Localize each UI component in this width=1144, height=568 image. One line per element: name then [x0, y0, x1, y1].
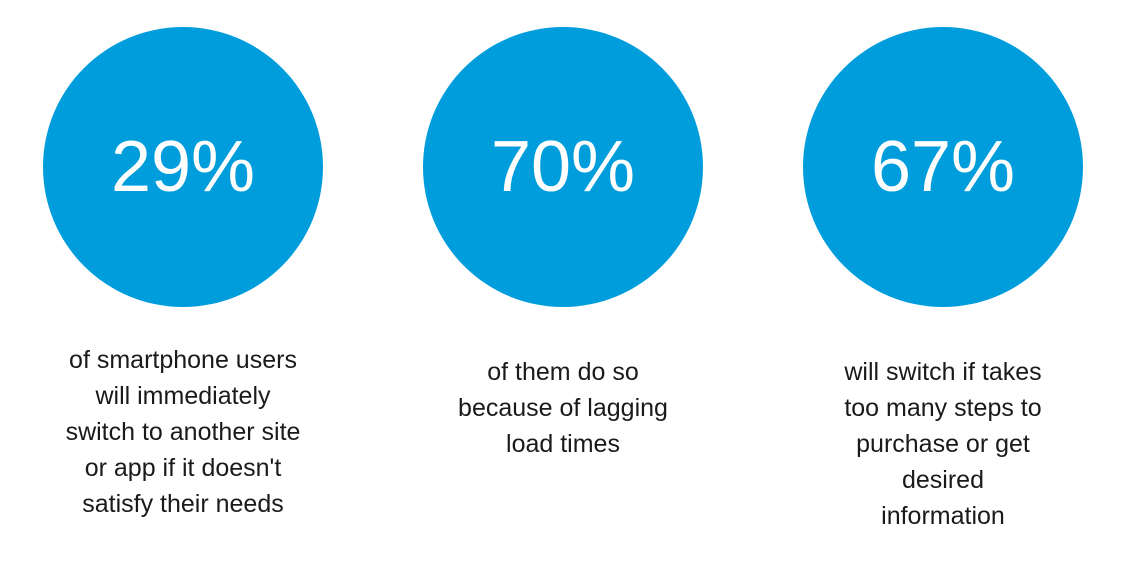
- stat-circle: [803, 27, 1083, 307]
- stat-description: switch to another site: [66, 418, 301, 446]
- stat-description: satisfy their needs: [82, 490, 284, 518]
- stat-value: 29%: [111, 127, 255, 207]
- stat-description: too many steps to: [844, 394, 1041, 422]
- stat-description: of smartphone users: [69, 346, 297, 374]
- stat-circle: [43, 27, 323, 307]
- stat-description: information: [881, 502, 1005, 530]
- stat-description: will switch if takes: [843, 358, 1041, 386]
- stat-description: load times: [506, 430, 620, 458]
- stat-description: because of lagging: [458, 394, 668, 422]
- stat-description: purchase or get: [856, 430, 1030, 458]
- stat-value: 70%: [491, 127, 635, 207]
- stat-circle: [423, 27, 703, 307]
- stat-description: or app if it doesn't: [85, 454, 282, 482]
- stat-description: of them do so: [487, 358, 638, 386]
- stat-value: 67%: [871, 127, 1015, 207]
- stat-description: will immediately: [94, 382, 271, 410]
- stat-description: desired: [902, 466, 984, 494]
